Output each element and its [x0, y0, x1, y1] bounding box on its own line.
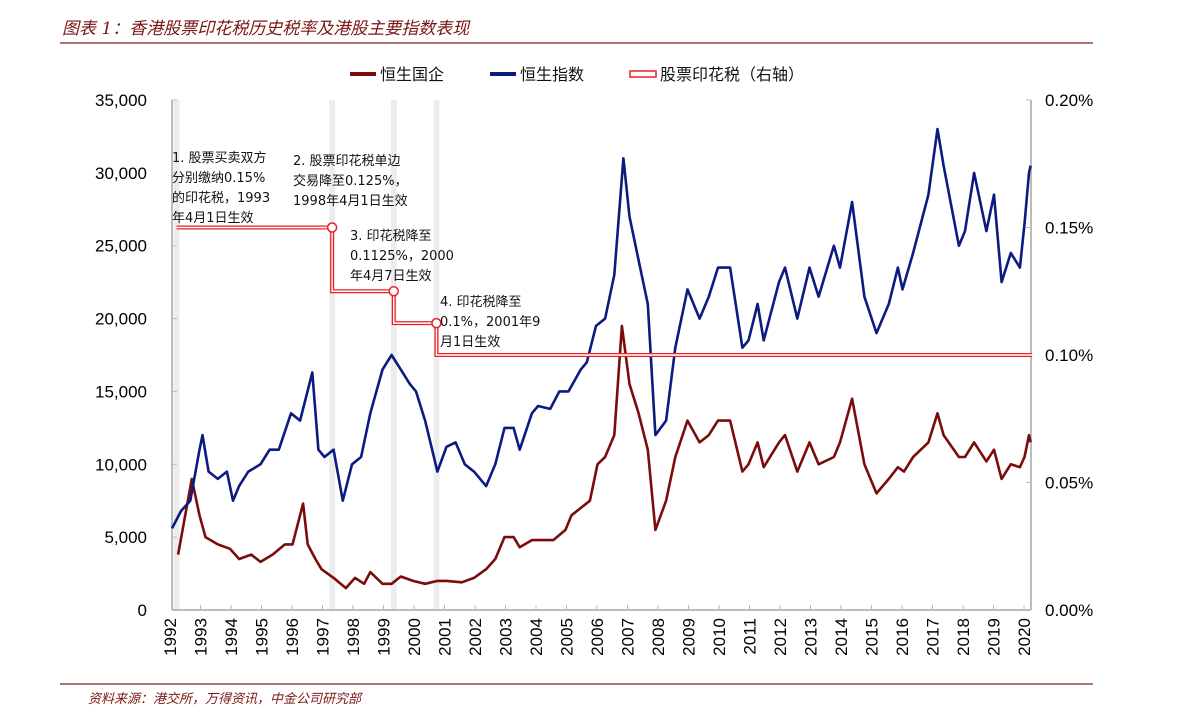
x-tick-label: 1992 — [161, 618, 180, 656]
x-tick-label: 2017 — [924, 618, 943, 656]
y-left-tick-label: 30,000 — [95, 164, 147, 183]
x-tick-label: 1993 — [192, 618, 211, 656]
x-tick-label: 2000 — [405, 618, 424, 656]
event-band-3 — [390, 100, 397, 610]
x-tick-label: 2008 — [649, 618, 668, 656]
legend-label: 恒生指数 — [520, 65, 584, 84]
annotation-3: 年4月7日生效 — [350, 269, 432, 284]
annotation-2: 2. 股票印花税单边 — [293, 153, 401, 169]
y-left-tick-label: 35,000 — [95, 91, 147, 110]
y-right-tick-label: 0.10% — [1045, 346, 1093, 365]
annotation-1: 分别缴纳0.15% — [172, 171, 265, 186]
stamp-duty-change-marker — [326, 222, 338, 233]
hsi-line — [170, 127, 1032, 529]
event-band-1 — [173, 100, 180, 610]
y-left-tick-label: 25,000 — [95, 237, 147, 256]
x-tick-label: 1997 — [314, 618, 333, 656]
legend-swatch — [629, 70, 657, 78]
x-tick-label: 1995 — [253, 618, 272, 656]
stamp-duty-line-outer — [176, 225, 1033, 357]
x-tick-label: 2011 — [741, 618, 760, 655]
x-tick-label: 2010 — [710, 618, 729, 656]
x-tick-label: 2003 — [497, 618, 516, 656]
x-tick-label: 2007 — [619, 618, 638, 656]
x-tick-label: 2018 — [954, 618, 973, 656]
x-tick-label: 1998 — [344, 618, 363, 656]
y-left-tick-label: 20,000 — [95, 310, 147, 329]
legend-label: 恒生国企 — [380, 65, 444, 84]
x-tick-label: 2020 — [1015, 618, 1034, 656]
y-left-tick-label: 15,000 — [95, 382, 147, 401]
hscei-line — [176, 324, 1032, 590]
annotation-3: 0.1125%，2000 — [350, 249, 454, 264]
x-tick-label: 2015 — [863, 618, 882, 656]
chart-title: 图表 1：香港股票印花税历史税率及港股主要指数表现 — [62, 19, 470, 39]
annotation-2: 1998年4月1日生效 — [293, 194, 408, 209]
x-tick-label: 1996 — [283, 618, 302, 656]
annotation-2: 交易降至0.125%， — [293, 173, 408, 189]
source-note: 资料来源：港交所，万得资讯，中金公司研究部 — [88, 692, 362, 707]
event-band-2 — [329, 100, 336, 610]
x-tick-label: 1999 — [375, 618, 394, 656]
annotation-3: 3. 印花税降至 — [350, 228, 432, 244]
x-tick-label: 2016 — [893, 618, 912, 656]
y-right-tick-label: 0.05% — [1045, 474, 1093, 493]
annotation-1: 1. 股票买卖双方 — [172, 150, 267, 166]
annotation-4: 0.1%，2001年9 — [440, 315, 540, 330]
legend-label: 股票印花税（右轴） — [660, 65, 804, 84]
y-right-tick-label: 0.15% — [1045, 219, 1093, 238]
x-tick-label: 2001 — [436, 618, 455, 656]
x-tick-label: 1994 — [222, 618, 241, 656]
stamp-duty-line-inner — [176, 226, 1033, 356]
annotation-1: 的印花税，1993 — [172, 190, 270, 206]
annotation-1: 年4月1日生效 — [172, 211, 254, 226]
x-tick-label: 2006 — [588, 618, 607, 656]
annotation-4: 月1日生效 — [440, 335, 500, 350]
x-tick-label: 2012 — [771, 618, 790, 656]
y-right-tick-label: 0.00% — [1045, 601, 1093, 620]
y-left-tick-label: 10,000 — [95, 455, 147, 474]
y-left-tick-label: 0 — [138, 601, 147, 620]
footer-rule — [60, 683, 1093, 685]
x-tick-label: 2013 — [802, 618, 821, 656]
stamp-duty-change-marker — [388, 286, 399, 297]
y-left-tick-label: 5,000 — [104, 528, 147, 547]
annotation-4: 4. 印花税降至 — [440, 294, 522, 310]
x-tick-label: 2002 — [466, 618, 485, 656]
y-right-tick-label: 0.20% — [1045, 91, 1093, 110]
x-tick-label: 2014 — [832, 618, 851, 656]
x-tick-label: 2019 — [985, 618, 1004, 656]
x-tick-label: 2005 — [558, 618, 577, 656]
title-rule — [60, 42, 1093, 44]
stamp-duty-change-marker — [431, 317, 442, 329]
x-tick-label: 2004 — [527, 618, 546, 656]
x-tick-label: 2009 — [680, 618, 699, 656]
